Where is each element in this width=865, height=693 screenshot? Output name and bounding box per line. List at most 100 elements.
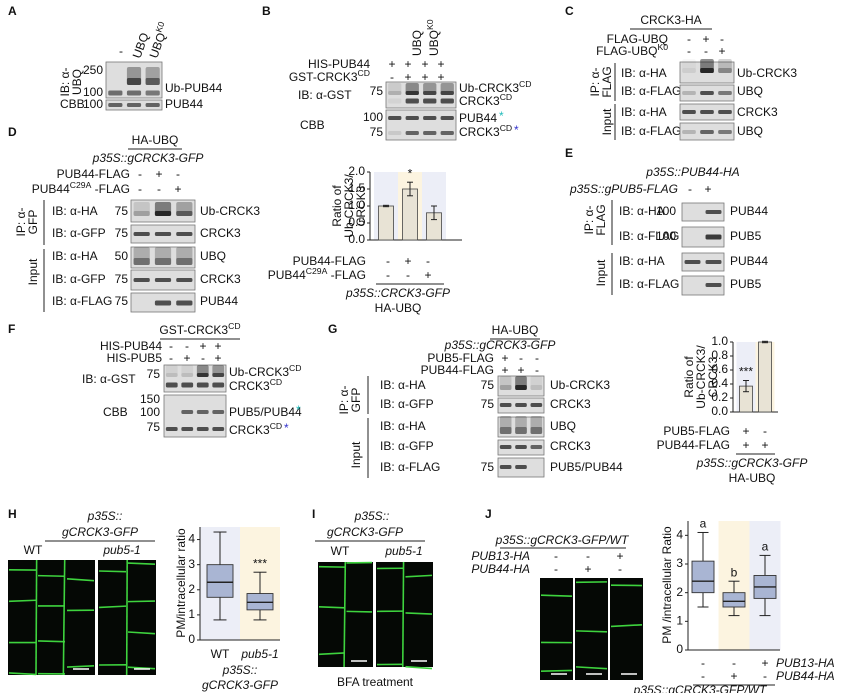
cell-wall	[8, 599, 37, 603]
band-label: PUB5	[730, 229, 762, 243]
condition-sign: -	[704, 44, 708, 58]
blot-band	[515, 385, 527, 390]
blot-band	[700, 91, 714, 95]
condition-sign: -	[201, 351, 205, 365]
mw-marker: 100	[83, 97, 103, 111]
text-part: FLAG-UBQ	[596, 44, 657, 58]
y-tick-label: 1	[188, 607, 195, 621]
y-tick-label: 3	[188, 557, 195, 571]
box	[206, 564, 234, 598]
y-tick-label: 3	[676, 556, 683, 570]
condition-name: PUB13-HA	[776, 656, 835, 670]
panel-letter: G	[328, 322, 337, 336]
condition-sign: +	[421, 57, 428, 71]
condition-sign: +	[183, 351, 190, 365]
y-tick-label: 0	[676, 642, 683, 656]
blot-band	[515, 427, 527, 434]
superscript: CD	[228, 321, 240, 331]
blot-band	[181, 410, 194, 414]
y-axis-label: PM/intracellular ratio	[174, 528, 188, 638]
mw-marker: 75	[481, 460, 495, 474]
text-part: Ub-CRCK3	[459, 81, 519, 95]
blot-band	[176, 211, 193, 216]
panel-letter: A	[8, 4, 17, 18]
blot-smear	[499, 376, 512, 390]
y-tick-label: 2.0	[348, 164, 365, 178]
label: IP: α-	[588, 68, 602, 97]
blot-band	[530, 403, 543, 407]
label: IB: α-HA	[380, 378, 426, 392]
band-label: Ub-CRCK3CD	[459, 79, 531, 95]
blot-band	[499, 445, 512, 449]
blot-band	[133, 278, 150, 282]
condition-sign: -	[169, 351, 173, 365]
significance: *	[408, 166, 413, 180]
y-tick-label: 2	[676, 585, 683, 599]
bar	[402, 188, 418, 241]
condition-sign: -	[386, 268, 390, 282]
condition-name: PUB5-FLAG	[663, 424, 730, 438]
box	[691, 560, 715, 594]
blot-band	[530, 427, 543, 434]
blot-band	[684, 260, 701, 264]
footer-label: HA-UBQ	[729, 471, 776, 485]
condition-sign: -	[687, 44, 691, 58]
blot-band	[705, 260, 722, 264]
significance: b	[731, 565, 738, 579]
condition-name: PUB44-FLAG	[293, 254, 366, 268]
condition-name: FLAG-UBQ	[607, 32, 668, 46]
superscript: CD	[500, 92, 512, 102]
condition-sign: -	[535, 351, 539, 365]
condition-sign: -	[519, 351, 523, 365]
label: IB: α-GST	[82, 372, 136, 386]
blot-band	[145, 103, 160, 107]
mw-marker: 75	[115, 272, 129, 286]
bar	[758, 341, 772, 413]
condition-name: PUB13-HA	[471, 549, 530, 563]
y-tick-label: 1.5	[348, 181, 365, 195]
blot-smear	[718, 59, 732, 73]
blot-band	[499, 465, 512, 469]
mw-marker: 75	[370, 84, 384, 98]
blot-band	[126, 78, 142, 85]
label: pub5-1	[384, 544, 422, 558]
cell-wall	[540, 594, 573, 597]
mw-marker: 75	[115, 226, 129, 240]
band-label: PUB5/PUB44	[550, 460, 623, 474]
blot	[130, 246, 196, 269]
label: HA-UBQ	[492, 323, 539, 337]
blot-band	[212, 410, 225, 414]
mw-marker: 75	[481, 397, 495, 411]
band-label: CRCK3CD	[229, 377, 282, 393]
footer-label: gCRCK3-GFP	[202, 678, 278, 692]
panel-letter: E	[565, 146, 573, 160]
label: IB: α-	[58, 68, 72, 97]
cell-wall	[127, 562, 156, 565]
band-label: Ub-CRCK3	[200, 204, 260, 218]
blot-band	[181, 382, 194, 388]
x-tick-label: pub5-1	[240, 647, 278, 661]
text-part: UBQ	[427, 30, 441, 56]
blot-band	[682, 91, 696, 95]
star: *	[296, 403, 301, 417]
condition-sign: +	[404, 70, 411, 84]
band-label: PUB44	[730, 254, 768, 268]
blot	[497, 416, 545, 438]
band-label: UBQ	[200, 249, 226, 263]
label: p35S::gCRCK3-GFP	[92, 151, 204, 165]
blot-band	[196, 373, 209, 377]
panel-letter: C	[565, 4, 574, 18]
condition-sign: +	[214, 351, 221, 365]
micrograph	[376, 562, 433, 667]
cell-wall	[125, 559, 128, 676]
y-tick-label: 0.8	[711, 348, 728, 362]
blot-band	[718, 110, 732, 114]
condition-sign: -	[406, 268, 410, 282]
condition-sign: +	[437, 57, 444, 71]
label: CBB	[300, 118, 325, 132]
blot-band	[212, 373, 225, 377]
text-part: GST-CRCK3	[289, 70, 358, 84]
text-part: CRCK3	[229, 423, 270, 437]
cell-wall	[540, 669, 573, 672]
label: FLAG	[594, 204, 608, 235]
